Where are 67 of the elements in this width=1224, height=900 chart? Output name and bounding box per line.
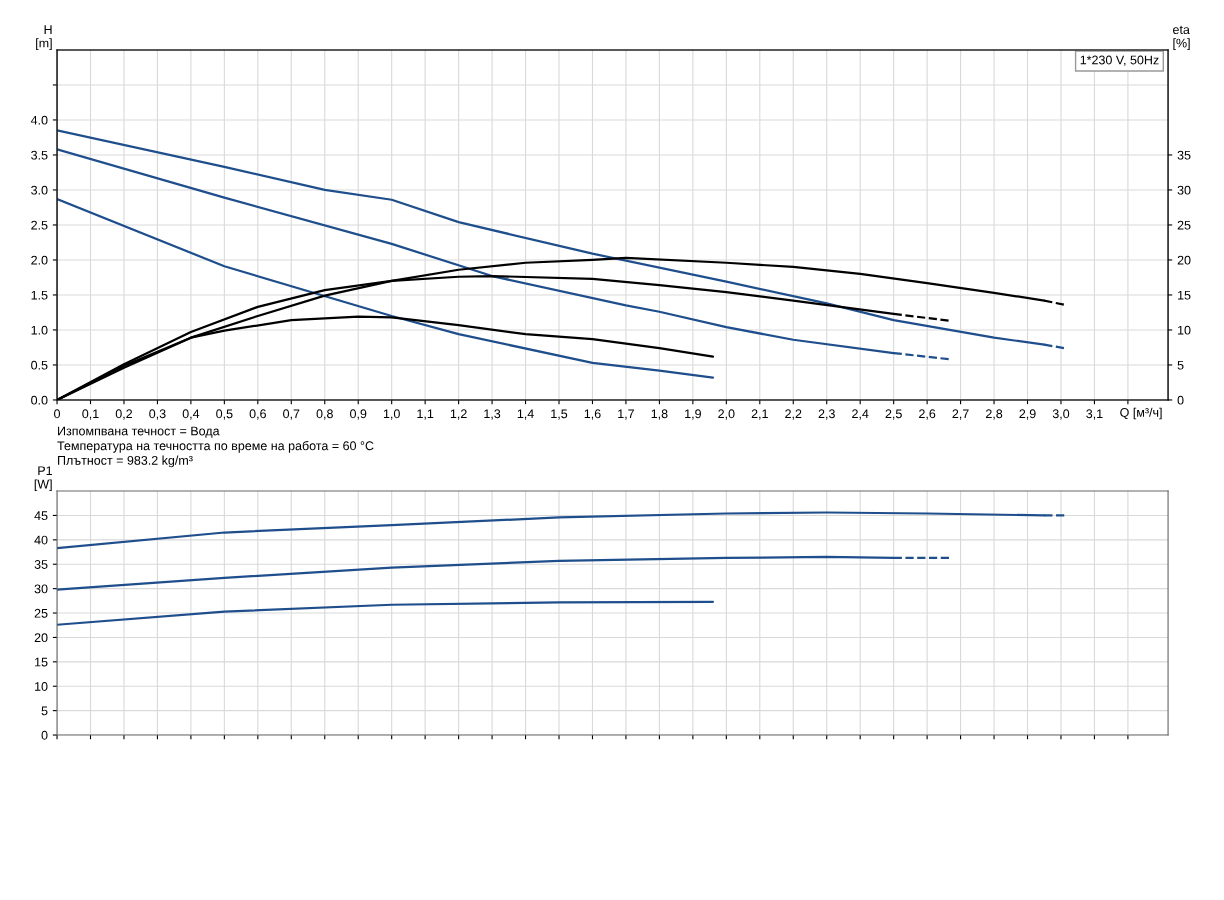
text: Температура на течността по време на работа = 60 °C [57, 440, 374, 453]
y2-tick-label: 20 [1177, 255, 1191, 265]
chart-title: 1*230 V, 50Hz [1080, 55, 1159, 66]
y-tick-label: 45 [34, 511, 48, 521]
y2-tick-label: 25 [1177, 220, 1191, 230]
y-tick-label: 3.0 [31, 185, 48, 195]
y-axis-title: H [m] [36, 25, 52, 50]
y2-tick-label: 5 [1177, 360, 1184, 370]
x-tick-label: 1,7 [618, 409, 634, 420]
x-tick-label: 3,1 [1086, 409, 1103, 420]
y-tick-label: 3.5 [31, 150, 48, 160]
x-tick-label: 0,4 [182, 409, 200, 420]
x-tick-label: 0,5 [216, 409, 233, 420]
y-tick-label: 10 [35, 682, 48, 691]
x-tick-label: 0,6 [249, 409, 266, 420]
y-tick-label: 4.0 [30, 115, 48, 125]
x-tick-label: 2,5 [885, 409, 902, 420]
x-tick-label: 2,3 [818, 409, 835, 420]
x-tick-label: 1,5 [551, 409, 568, 420]
x-tick-label: 0,1 [82, 409, 99, 420]
y-axis-title: P1 [W] [34, 466, 52, 492]
y-tick-label: 0.0 [31, 395, 48, 405]
x-tick-label: 0,8 [316, 409, 333, 420]
y-tick-label: 1.5 [31, 290, 48, 300]
x-tick-label: 2,4 [852, 409, 869, 420]
x-tick-label: 2,2 [785, 409, 802, 420]
x-tick-label: 0,2 [115, 409, 133, 420]
y-tick-label: 5 [41, 706, 48, 716]
x-tick-label: 0,3 [149, 409, 166, 420]
y-tick-label: 2.0 [31, 255, 48, 265]
y-tick-label: 35 [34, 560, 48, 569]
x-tick-label: 0 [54, 409, 61, 419]
y-tick-label: 40 [34, 535, 48, 545]
y2-tick-label: 15 [1178, 290, 1191, 300]
y-tick-label: 0 [41, 730, 48, 740]
y2-tick-label: 35 [1177, 150, 1191, 160]
x-tick-label: 2,1 [751, 409, 768, 420]
x-tick-label: 3,0 [1052, 409, 1070, 420]
x-tick-label: 2,7 [952, 409, 969, 420]
x-tick-label: 1,1 [417, 409, 434, 420]
x-tick-label: 1,3 [484, 409, 501, 420]
x-tick-label: 2,9 [1019, 409, 1036, 420]
y-tick-label: 1.0 [31, 325, 48, 335]
y-tick-label: 25 [34, 608, 48, 618]
y-tick-label: 0.5 [31, 360, 48, 370]
x-tick-label: 2,0 [718, 409, 735, 420]
x-tick-label: 2,8 [985, 409, 1003, 420]
x-tick-label: 0,7 [283, 409, 300, 420]
y2-tick-label: 10 [1178, 325, 1191, 335]
y-tick-label: 15 [35, 657, 48, 667]
x-axis-title: Q [м³/ч] [1120, 407, 1162, 420]
y-tick-label: 20 [34, 633, 48, 643]
y2-tick-label: 30 [1177, 185, 1191, 195]
x-tick-label: 2,6 [919, 409, 936, 420]
x-tick-label: 1,8 [651, 409, 668, 420]
y-tick-label: 30 [34, 584, 48, 594]
x-tick-label: 1,9 [685, 409, 701, 420]
y2-axis-title: eta [%] [1173, 25, 1190, 50]
y-tick-label: 2.5 [31, 220, 48, 230]
x-tick-label: 1,2 [450, 409, 467, 420]
y2-tick-label: 0 [1177, 395, 1184, 405]
x-tick-label: 1,6 [584, 409, 601, 420]
text: Изпомпвана течност = Вода [58, 426, 220, 438]
x-tick-label: 0,9 [350, 409, 367, 420]
x-tick-label: 1,4 [517, 409, 534, 420]
x-tick-label: 1,0 [383, 409, 400, 420]
text: Плътност = 983.2 kg/m³ [58, 455, 193, 468]
